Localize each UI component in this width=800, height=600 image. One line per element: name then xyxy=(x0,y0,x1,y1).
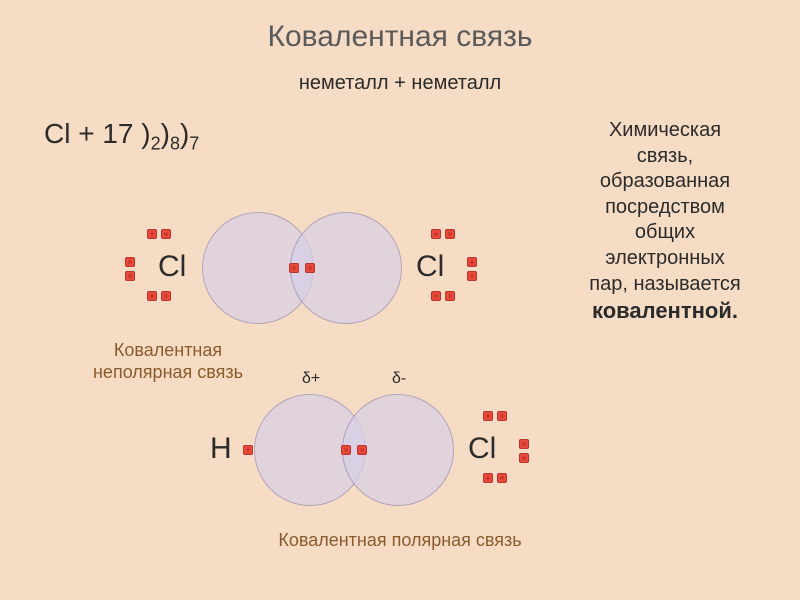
page-title: Ковалентная связь xyxy=(267,20,532,54)
electron-config-formula: Cl + 17 )2)8)7 xyxy=(44,118,199,155)
cl-label: Cl xyxy=(468,432,496,466)
polar-caption: Ковалентная полярная связь xyxy=(278,530,521,551)
definition-text: Химическаясвязь,образованнаяпосредствомо… xyxy=(560,118,770,325)
subtitle: неметалл + неметалл xyxy=(299,72,501,95)
cl-label-right: Cl xyxy=(416,250,444,284)
h-label: H xyxy=(210,432,232,466)
cl-label-left: Cl xyxy=(158,250,186,284)
